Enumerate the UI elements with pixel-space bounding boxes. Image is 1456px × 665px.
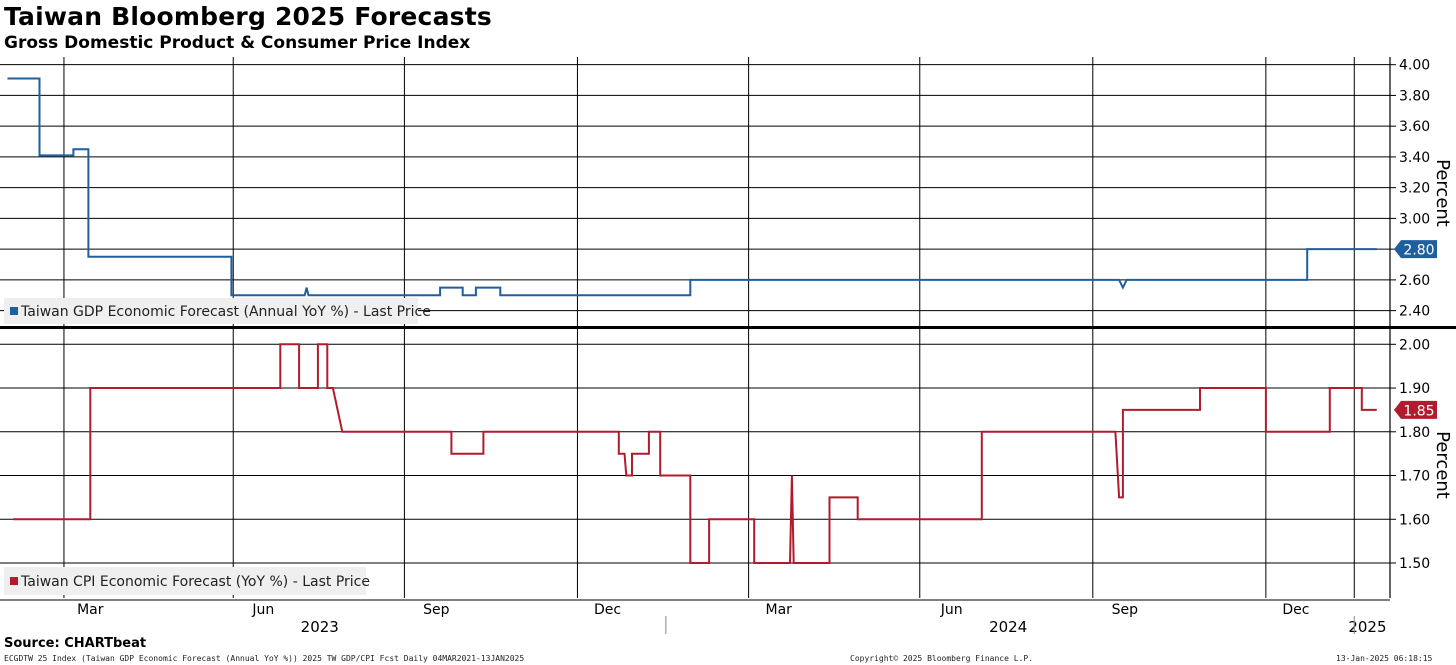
legend-label: Taiwan GDP Economic Forecast (Annual YoY… bbox=[20, 304, 431, 320]
legend-label: Taiwan CPI Economic Forecast (YoY %) - L… bbox=[20, 574, 370, 590]
legend-swatch bbox=[10, 307, 18, 315]
y-tick-label: 3.60 bbox=[1399, 119, 1430, 135]
chart-subtitle: Gross Domestic Product & Consumer Price … bbox=[4, 33, 471, 53]
y-tick-label: 2.40 bbox=[1399, 304, 1430, 320]
legend-box bbox=[4, 567, 366, 595]
x-axis: Mar Jun Sep Dec Mar Jun Sep Dec 2023 2024 2025 bbox=[0, 599, 1390, 636]
cpi-series-line bbox=[13, 343, 1377, 564]
source-label: Source: CHARTbeat bbox=[4, 636, 147, 651]
footer-ticker-info: ECGDTW 25 Index (Taiwan GDP Economic For… bbox=[4, 654, 525, 663]
chart-title: Taiwan Bloomberg 2025 Forecasts bbox=[4, 2, 492, 31]
y-tick-label: 1.60 bbox=[1399, 512, 1430, 528]
last-value-flag bbox=[1394, 400, 1437, 419]
y-tick-label: 4.00 bbox=[1399, 58, 1430, 74]
x-month-label: Sep bbox=[423, 602, 450, 618]
x-month-label: Jun bbox=[940, 602, 963, 618]
gdp-series-line bbox=[7, 77, 1377, 297]
y-tick-label: 3.80 bbox=[1399, 88, 1430, 104]
x-month-label: Jun bbox=[251, 602, 274, 618]
x-month-label: Mar bbox=[765, 602, 792, 618]
y-tick-label: 3.40 bbox=[1399, 150, 1430, 166]
gdp-panel: 4.00 3.80 3.60 3.40 3.20 3.00 2.80 2.60 2.40 Perc… bbox=[0, 57, 1453, 326]
y-tick-label: 3.00 bbox=[1399, 211, 1430, 227]
y-axis-label: Percent bbox=[1432, 159, 1453, 227]
cpi-panel: 2.00 1.90 1.80 1.70 1.60 1.50 Percent 1.85 Taiwa… bbox=[0, 329, 1453, 598]
y-tick-label: 1.80 bbox=[1399, 425, 1430, 441]
last-value-label: 2.80 bbox=[1403, 243, 1434, 259]
last-value-label: 1.85 bbox=[1403, 403, 1434, 419]
x-year-label: 2024 bbox=[989, 618, 1027, 636]
footer-timestamp: 13-Jan-2025 06:18:15 bbox=[1336, 654, 1433, 663]
y-tick-label: 1.90 bbox=[1399, 381, 1430, 397]
x-year-label: 2025 bbox=[1348, 618, 1386, 636]
last-value-flag bbox=[1394, 240, 1437, 259]
legend-box bbox=[4, 298, 418, 324]
x-month-label: Dec bbox=[1282, 602, 1309, 618]
y-tick-label: 1.50 bbox=[1399, 556, 1430, 572]
x-month-label: Sep bbox=[1112, 602, 1139, 618]
y-tick-label: 2.60 bbox=[1399, 273, 1430, 289]
footer-copyright: Copyright© 2025 Bloomberg Finance L.P. bbox=[850, 654, 1034, 663]
legend-swatch bbox=[10, 577, 18, 585]
x-month-label: Mar bbox=[77, 602, 104, 618]
y-tick-label: 3.20 bbox=[1399, 181, 1430, 197]
y-tick-label: 2.00 bbox=[1399, 337, 1430, 353]
x-month-label: Dec bbox=[594, 602, 621, 618]
x-year-label: 2023 bbox=[301, 618, 339, 636]
y-axis-label: Percent bbox=[1432, 431, 1453, 499]
y-tick-label: 1.70 bbox=[1399, 469, 1430, 485]
